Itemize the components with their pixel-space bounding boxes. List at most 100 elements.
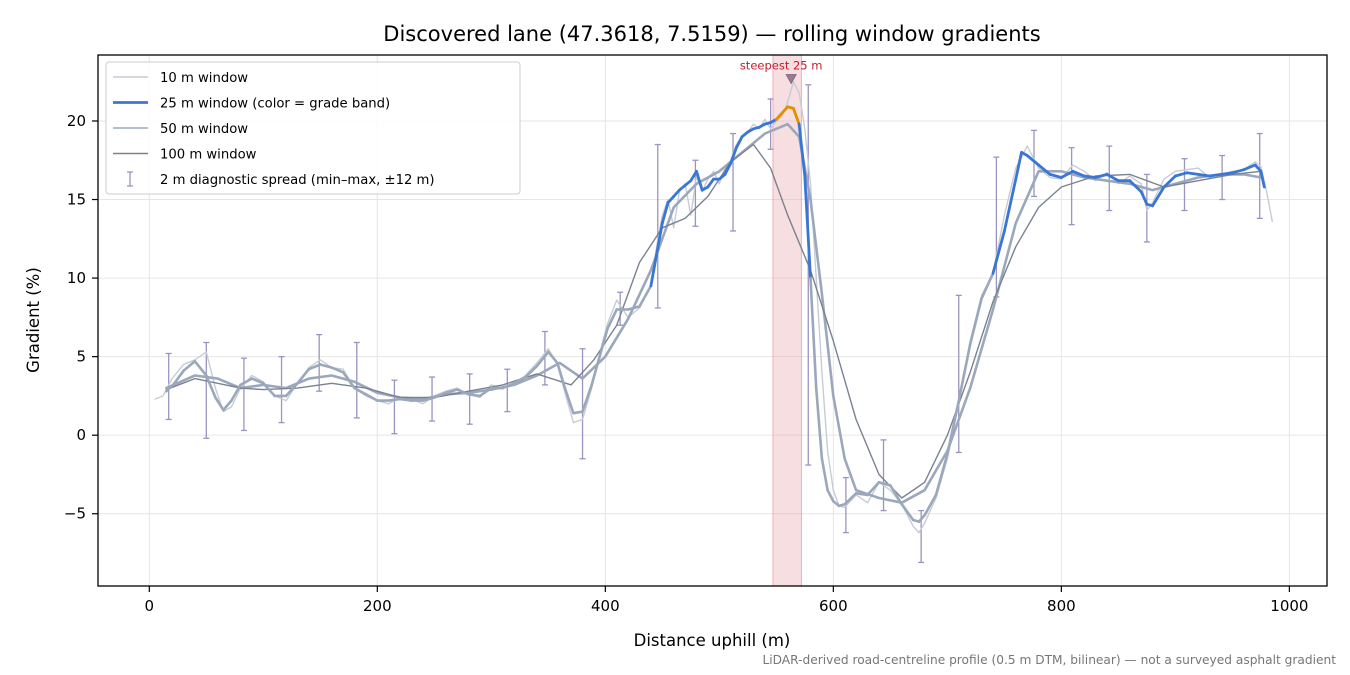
series-segment-25m xyxy=(968,297,983,346)
series-segment-25m xyxy=(826,488,835,503)
series-segment-25m xyxy=(814,386,824,461)
legend-label: 25 m window (color = grade band) xyxy=(160,97,390,112)
series-segment-25m xyxy=(1242,163,1257,172)
series-segment-25m xyxy=(421,396,436,402)
errorbar xyxy=(391,379,398,435)
legend: 10 m window 25 m window (color = grade ba… xyxy=(105,61,521,195)
errorbar xyxy=(1031,129,1038,198)
series-segment-25m xyxy=(330,366,345,374)
footnote: LiDAR-derived road-centreline profile (0… xyxy=(762,653,1336,667)
series-segment-25m xyxy=(991,229,1006,275)
x-tick-label: 200 xyxy=(363,597,392,615)
series-segment-25m xyxy=(318,363,334,369)
series-segment-25m xyxy=(946,399,961,456)
series-segment-25m xyxy=(672,188,681,198)
legend-item: 100 m window xyxy=(113,148,257,163)
series-segment-25m xyxy=(843,491,858,506)
series-segment-25m xyxy=(261,381,277,398)
series-segment-25m xyxy=(900,502,915,522)
series-segment-25m xyxy=(1162,174,1177,189)
steepest-marker xyxy=(785,74,797,85)
series-segment-25m xyxy=(341,370,356,390)
series-segment-25m xyxy=(478,386,493,398)
series-segment-25m xyxy=(165,381,176,393)
series-segment-25m xyxy=(564,388,575,415)
series-segment-25m xyxy=(581,383,594,413)
legend-label: 10 m window xyxy=(160,71,248,86)
series-line-50m xyxy=(165,122,1263,504)
series-segment-25m xyxy=(1128,179,1143,194)
series-segment-25m xyxy=(501,381,516,390)
x-tick-label: 600 xyxy=(819,597,848,615)
series-segment-25m xyxy=(284,381,299,398)
series-segment-25m xyxy=(467,392,482,398)
series-segment-25m xyxy=(353,386,368,396)
errorbar xyxy=(1106,145,1113,212)
errorbar xyxy=(767,98,774,150)
series-segment-25m xyxy=(917,513,926,523)
errorbar xyxy=(1219,154,1226,201)
series-segment-25m xyxy=(182,359,197,373)
errorbar xyxy=(1068,147,1075,226)
errorbar xyxy=(466,373,473,425)
series-segment-25m xyxy=(1105,172,1120,183)
series-segment-25m xyxy=(444,388,459,395)
series-segment-25m xyxy=(980,272,995,300)
errorbar xyxy=(203,341,210,439)
series-segment-25m xyxy=(230,383,242,402)
series-segment-25m xyxy=(1219,171,1234,176)
errorbar xyxy=(316,333,323,392)
series-segment-25m xyxy=(1060,169,1075,179)
series-segment-25m xyxy=(572,410,584,415)
series-segment-25m xyxy=(546,350,559,365)
series-segment-25m xyxy=(1151,185,1166,208)
series-segment-25m xyxy=(820,457,829,492)
plot-frame xyxy=(97,54,1328,587)
series-segment-25m xyxy=(780,105,790,115)
legend-item: 10 m window xyxy=(113,71,248,86)
series-segment-25m xyxy=(792,107,801,126)
errorbar xyxy=(579,348,586,460)
x-tick-label: 400 xyxy=(591,597,620,615)
series-segment-25m xyxy=(1174,171,1189,178)
legend-item: 25 m window (color = grade band) xyxy=(113,97,390,112)
series-segment-25m xyxy=(296,367,311,385)
series-segment-25m xyxy=(934,452,949,497)
series-segment-25m xyxy=(387,397,402,402)
legend-label: 50 m window xyxy=(160,122,248,137)
series-segment-25m xyxy=(606,308,619,330)
series-segment-25m xyxy=(923,493,938,517)
series-segment-25m xyxy=(173,369,185,385)
legend-box xyxy=(105,61,521,195)
chart-title: Discovered lane (47.3618, 7.5159) — roll… xyxy=(383,22,1040,46)
series-segment-25m xyxy=(797,122,807,178)
series-segment-25m xyxy=(1259,169,1266,189)
errorbar xyxy=(993,156,1000,298)
series-segment-25m xyxy=(1094,172,1109,179)
y-tick-label: 5 xyxy=(76,348,86,366)
series-segment-25m xyxy=(590,355,601,387)
series-segment-25m xyxy=(877,480,892,487)
series-segment-25m xyxy=(307,363,322,371)
series-segment-25m xyxy=(729,146,738,165)
series-segment-25m xyxy=(1196,172,1211,178)
series-segment-25m xyxy=(1071,169,1086,178)
series-segment-25m xyxy=(1185,171,1200,176)
series-segment-25m xyxy=(535,350,550,368)
series-segment-25m xyxy=(723,161,733,176)
x-tick-label: 800 xyxy=(1047,597,1076,615)
series-segment-25m xyxy=(1253,163,1263,173)
series-segment-25m xyxy=(660,201,670,225)
series-segment-25m xyxy=(1003,177,1018,233)
series-segment-25m xyxy=(250,377,265,385)
y-tick-label: −5 xyxy=(64,505,86,523)
series-line-25m xyxy=(165,105,1266,523)
plot-area xyxy=(154,81,1273,564)
errorbar xyxy=(1181,158,1188,212)
axes: 0 200 400 600 800 1000 −5 0 5 10 15 20 xyxy=(64,112,1309,615)
series-segment-25m xyxy=(1048,172,1063,179)
series-segment-25m xyxy=(649,253,658,288)
series-segment-25m xyxy=(556,361,567,391)
series-segment-25m xyxy=(803,174,812,280)
